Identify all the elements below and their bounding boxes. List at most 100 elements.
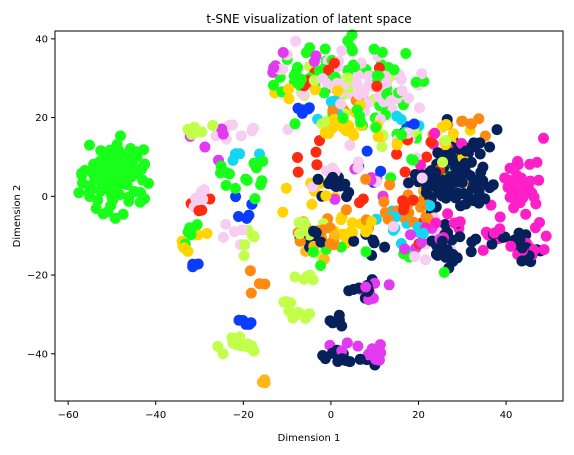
x-tick-label: −60 [58, 410, 79, 421]
scatter-point [341, 337, 353, 349]
scatter-point [83, 180, 95, 192]
scatter-point [343, 285, 355, 297]
scatter-point [491, 124, 503, 136]
scatter-point [375, 165, 387, 177]
scatter-point [341, 191, 353, 203]
scatter-point [220, 179, 232, 191]
scatter-point [385, 95, 397, 107]
scatter-point [470, 233, 482, 245]
scatter-point [524, 158, 536, 170]
y-tick-label: −40 [27, 349, 48, 360]
scatter-point [324, 238, 336, 250]
scatter-point [244, 265, 256, 277]
scatter-point [440, 134, 452, 146]
scatter-point [217, 128, 229, 140]
scatter-point [516, 242, 528, 254]
scatter-point [391, 148, 403, 160]
scatter-point [198, 184, 210, 196]
scatter-point [405, 229, 416, 241]
scatter-point [118, 149, 130, 161]
scatter-point [109, 167, 121, 178]
scatter-point [360, 226, 372, 238]
scatter-point [268, 79, 279, 91]
scatter-point [333, 309, 345, 321]
scatter-point [367, 234, 379, 246]
scatter-point [424, 200, 436, 212]
scatter-point [337, 112, 349, 124]
x-tick-label: 0 [328, 410, 334, 421]
scatter-point [397, 195, 409, 207]
chart-title: t-SNE visualization of latent space [206, 12, 411, 26]
scatter-point [384, 179, 396, 191]
scatter-point [95, 145, 107, 157]
scatter-point [466, 118, 477, 130]
scatter-point [319, 127, 331, 139]
scatter-point [360, 281, 372, 293]
scatter-point [283, 93, 295, 105]
scatter-point [107, 177, 119, 189]
scatter-point [307, 246, 319, 258]
scatter-point [220, 218, 232, 230]
scatter-point [378, 196, 390, 208]
scatter-point [109, 190, 121, 202]
scatter-point [438, 266, 450, 278]
scatter-point [129, 162, 141, 174]
scatter-point [502, 174, 514, 186]
scatter-point [137, 174, 149, 186]
scatter-point [139, 158, 150, 170]
scatter-point [538, 244, 550, 256]
scatter-point [317, 350, 329, 361]
scatter-point [344, 139, 356, 151]
scatter-point [530, 198, 542, 210]
scatter-point [371, 70, 383, 82]
scatter-point [182, 245, 194, 257]
scatter-point [92, 194, 104, 206]
scatter-point [421, 151, 433, 163]
scatter-point [327, 171, 339, 183]
scatter-point [102, 206, 114, 218]
scatter-point [248, 231, 260, 243]
scatter-point [460, 145, 472, 157]
scatter-point [486, 238, 498, 250]
scatter-point [398, 204, 409, 216]
scatter-point [467, 182, 478, 194]
scatter-point [336, 45, 348, 57]
scatter-point [229, 182, 241, 194]
y-tick-label: 40 [35, 34, 48, 45]
scatter-point [458, 188, 470, 199]
scatter-point [442, 208, 454, 220]
scatter-point [416, 68, 428, 80]
scatter-point [298, 217, 310, 229]
scatter-point [357, 193, 369, 205]
scatter-point [105, 154, 117, 166]
scatter-point [327, 105, 339, 116]
scatter-point [363, 70, 374, 82]
scatter-point [450, 161, 462, 173]
plot-frame [54, 30, 564, 402]
scatter-point [484, 141, 496, 153]
scatter-point [479, 193, 491, 205]
x-tick-label: −20 [233, 410, 254, 421]
scatter-point [430, 217, 442, 229]
scatter-point [376, 46, 388, 58]
scatter-point [245, 317, 257, 329]
scatter-point [430, 167, 442, 179]
scatter-point [429, 127, 441, 139]
scatter-point [246, 340, 258, 352]
scatter-point [448, 170, 460, 181]
scatter-point [230, 191, 242, 203]
scatter-point [315, 260, 327, 271]
scatter-point [372, 131, 384, 143]
scatter-point [329, 193, 341, 205]
scatter-point [311, 159, 323, 171]
scatter-point [403, 92, 414, 104]
scatter-point [462, 168, 474, 180]
scatter-point [335, 98, 347, 110]
scatter-point [387, 221, 399, 233]
x-axis: −60 −40 −20 0 20 40 [58, 401, 512, 421]
scatter-point [346, 29, 358, 41]
scatter-point [460, 198, 472, 210]
scatter-point [199, 141, 211, 153]
points-layer [73, 29, 552, 389]
